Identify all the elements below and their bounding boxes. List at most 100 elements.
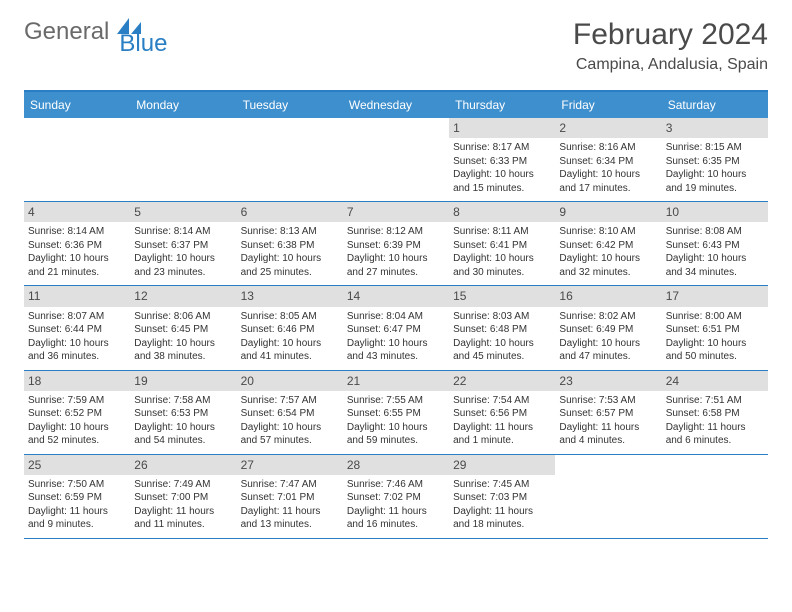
sunset-line: Sunset: 6:33 PM bbox=[453, 155, 551, 169]
day-cell: 11 Sunrise: 8:07 AMSunset: 6:44 PMDayligh… bbox=[24, 286, 130, 369]
sunset-line: Sunset: 7:03 PM bbox=[453, 491, 551, 505]
daylight-line: Daylight: 10 hours and 43 minutes. bbox=[347, 337, 445, 364]
day-cell: 9Sunrise: 8:10 AMSunset: 6:42 PMDaylight… bbox=[555, 202, 661, 285]
month-title: February 2024 bbox=[573, 18, 768, 52]
daylight-line: Daylight: 10 hours and 34 minutes. bbox=[666, 252, 764, 279]
day-cell bbox=[237, 118, 343, 201]
day-cell: 18 Sunrise: 7:59 AMSunset: 6:52 PMDayligh… bbox=[24, 371, 130, 454]
day-cell: 27Sunrise: 7:47 AMSunset: 7:01 PMDayligh… bbox=[237, 455, 343, 538]
sunset-line: Sunset: 6:43 PM bbox=[666, 239, 764, 253]
day-number: 11 bbox=[24, 286, 130, 306]
daylight-line: Daylight: 10 hours and 59 minutes. bbox=[347, 421, 445, 448]
day-number: 10 bbox=[662, 202, 768, 222]
sunrise-line: Sunrise: 8:05 AM bbox=[241, 310, 339, 324]
day-cell: 16Sunrise: 8:02 AMSunset: 6:49 PMDayligh… bbox=[555, 286, 661, 369]
day-cell: 20Sunrise: 7:57 AMSunset: 6:54 PMDayligh… bbox=[237, 371, 343, 454]
day-number: 27 bbox=[237, 455, 343, 475]
day-cell bbox=[555, 455, 661, 538]
daylight-line: Daylight: 11 hours and 18 minutes. bbox=[453, 505, 551, 532]
sunset-line: Sunset: 6:54 PM bbox=[241, 407, 339, 421]
daylight-line: Daylight: 10 hours and 54 minutes. bbox=[134, 421, 232, 448]
sunrise-line: Sunrise: 7:59 AM bbox=[28, 394, 126, 408]
day-cell: 10 Sunrise: 8:08 AMSunset: 6:43 PMDayligh… bbox=[662, 202, 768, 285]
sunrise-line: Sunrise: 7:46 AM bbox=[347, 478, 445, 492]
logo: General Blue bbox=[24, 18, 193, 46]
sunrise-line: Sunrise: 7:53 AM bbox=[559, 394, 657, 408]
day-cell: 17Sunrise: 8:00 AMSunset: 6:51 PMDayligh… bbox=[662, 286, 768, 369]
sunset-line: Sunset: 6:44 PM bbox=[28, 323, 126, 337]
sunrise-line: Sunrise: 8:17 AM bbox=[453, 141, 551, 155]
day-cell bbox=[130, 118, 236, 201]
day-cell: 19Sunrise: 7:58 AMSunset: 6:53 PMDayligh… bbox=[130, 371, 236, 454]
sunrise-line: Sunrise: 7:51 AM bbox=[666, 394, 764, 408]
day-number: 12 bbox=[130, 286, 236, 306]
day-cell: 21 Sunrise: 7:55 AMSunset: 6:55 PMDayligh… bbox=[343, 371, 449, 454]
calendar: Sunday Monday Tuesday Wednesday Thursday… bbox=[24, 90, 768, 539]
daylight-line: Daylight: 10 hours and 45 minutes. bbox=[453, 337, 551, 364]
day-number: 21 bbox=[343, 371, 449, 391]
sunrise-line: Sunrise: 7:47 AM bbox=[241, 478, 339, 492]
sunrise-line: Sunrise: 8:15 AM bbox=[666, 141, 764, 155]
header: General Blue February 2024 Campina, Anda… bbox=[0, 0, 792, 82]
sunrise-line: Sunrise: 8:02 AM bbox=[559, 310, 657, 324]
daylight-line: Daylight: 10 hours and 50 minutes. bbox=[666, 337, 764, 364]
sunrise-line: Sunrise: 8:08 AM bbox=[666, 225, 764, 239]
day-cell: 5Sunrise: 8:14 AMSunset: 6:37 PMDaylight… bbox=[130, 202, 236, 285]
daylight-line: Daylight: 10 hours and 19 minutes. bbox=[666, 168, 764, 195]
day-number: 16 bbox=[555, 286, 661, 306]
sunset-line: Sunset: 6:36 PM bbox=[28, 239, 126, 253]
daylight-line: Daylight: 10 hours and 23 minutes. bbox=[134, 252, 232, 279]
sunrise-line: Sunrise: 8:00 AM bbox=[666, 310, 764, 324]
day-number: 24 bbox=[662, 371, 768, 391]
day-number: 6 bbox=[237, 202, 343, 222]
sunset-line: Sunset: 6:42 PM bbox=[559, 239, 657, 253]
day-cell: 4Sunrise: 8:14 AMSunset: 6:36 PMDaylight… bbox=[24, 202, 130, 285]
sunset-line: Sunset: 6:52 PM bbox=[28, 407, 126, 421]
daylight-line: Daylight: 10 hours and 32 minutes. bbox=[559, 252, 657, 279]
daylight-line: Daylight: 10 hours and 52 minutes. bbox=[28, 421, 126, 448]
day-cell: 13Sunrise: 8:05 AMSunset: 6:46 PMDayligh… bbox=[237, 286, 343, 369]
day-number: 25 bbox=[24, 455, 130, 475]
day-number: 8 bbox=[449, 202, 555, 222]
daylight-line: Daylight: 11 hours and 13 minutes. bbox=[241, 505, 339, 532]
sunrise-line: Sunrise: 8:06 AM bbox=[134, 310, 232, 324]
daylight-line: Daylight: 11 hours and 11 minutes. bbox=[134, 505, 232, 532]
sunset-line: Sunset: 6:55 PM bbox=[347, 407, 445, 421]
sunrise-line: Sunrise: 8:14 AM bbox=[28, 225, 126, 239]
day-number: 17 bbox=[662, 286, 768, 306]
sunset-line: Sunset: 7:00 PM bbox=[134, 491, 232, 505]
day-header-monday: Monday bbox=[130, 92, 236, 118]
day-number: 26 bbox=[130, 455, 236, 475]
week-row: 4Sunrise: 8:14 AMSunset: 6:36 PMDaylight… bbox=[24, 202, 768, 286]
day-number: 22 bbox=[449, 371, 555, 391]
day-number: 18 bbox=[24, 371, 130, 391]
sunset-line: Sunset: 6:46 PM bbox=[241, 323, 339, 337]
sunset-line: Sunset: 7:02 PM bbox=[347, 491, 445, 505]
sunrise-line: Sunrise: 7:54 AM bbox=[453, 394, 551, 408]
sunset-line: Sunset: 6:49 PM bbox=[559, 323, 657, 337]
daylight-line: Daylight: 11 hours and 6 minutes. bbox=[666, 421, 764, 448]
day-number: 15 bbox=[449, 286, 555, 306]
daylight-line: Daylight: 10 hours and 36 minutes. bbox=[28, 337, 126, 364]
sunrise-line: Sunrise: 7:55 AM bbox=[347, 394, 445, 408]
day-header-saturday: Saturday bbox=[662, 92, 768, 118]
week-row: 18Sunrise: 7:59 AMSunset: 6:52 PMDayligh… bbox=[24, 371, 768, 455]
week-row: 1Sunrise: 8:17 AMSunset: 6:33 PMDaylight… bbox=[24, 118, 768, 202]
day-cell: 29Sunrise: 7:45 AMSunset: 7:03 PMDayligh… bbox=[449, 455, 555, 538]
sunset-line: Sunset: 6:39 PM bbox=[347, 239, 445, 253]
daylight-line: Daylight: 11 hours and 9 minutes. bbox=[28, 505, 126, 532]
sunset-line: Sunset: 6:45 PM bbox=[134, 323, 232, 337]
day-cell: 14Sunrise: 8:04 AMSunset: 6:47 PMDayligh… bbox=[343, 286, 449, 369]
sunset-line: Sunset: 6:56 PM bbox=[453, 407, 551, 421]
sunrise-line: Sunrise: 7:58 AM bbox=[134, 394, 232, 408]
day-number: 3 bbox=[662, 118, 768, 138]
day-cell bbox=[343, 118, 449, 201]
day-number: 9 bbox=[555, 202, 661, 222]
sunrise-line: Sunrise: 8:07 AM bbox=[28, 310, 126, 324]
sunset-line: Sunset: 6:57 PM bbox=[559, 407, 657, 421]
day-cell: 1Sunrise: 8:17 AMSunset: 6:33 PMDaylight… bbox=[449, 118, 555, 201]
sunrise-line: Sunrise: 8:04 AM bbox=[347, 310, 445, 324]
week-row: 11Sunrise: 8:07 AMSunset: 6:44 PMDayligh… bbox=[24, 286, 768, 370]
sunrise-line: Sunrise: 8:13 AM bbox=[241, 225, 339, 239]
sunset-line: Sunset: 6:35 PM bbox=[666, 155, 764, 169]
